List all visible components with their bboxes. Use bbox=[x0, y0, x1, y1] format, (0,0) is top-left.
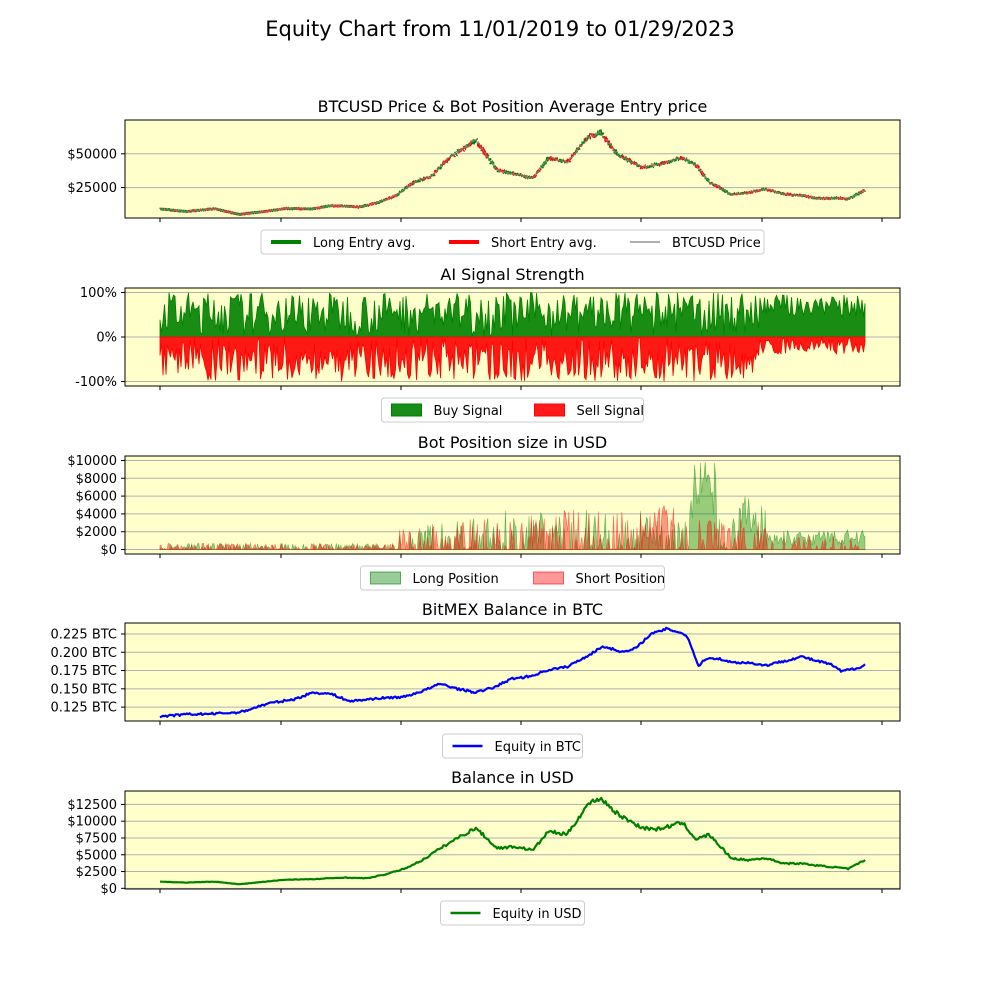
long-entry-segment bbox=[417, 179, 422, 183]
panel-0-plot-area bbox=[125, 120, 900, 218]
long-entry-segment bbox=[496, 169, 500, 173]
long-entry-segment bbox=[486, 154, 490, 158]
long-entry-segment bbox=[600, 132, 605, 136]
panel-4-plot-area bbox=[125, 791, 900, 889]
panel-3-frame bbox=[124, 622, 901, 722]
legend-label: BTCUSD Price bbox=[672, 236, 761, 251]
long-entry-segment bbox=[455, 153, 459, 157]
long-entry-segment bbox=[488, 157, 492, 162]
panel-4-ytick-label: $2500 bbox=[76, 865, 117, 880]
panel-4-ytick-label: $12500 bbox=[67, 798, 117, 813]
panel-1-ytick-label: 0% bbox=[96, 331, 117, 346]
short-entry-segment bbox=[568, 157, 572, 161]
legend-box bbox=[440, 900, 585, 926]
long-entry-segment bbox=[690, 161, 694, 165]
long-entry-segment bbox=[737, 191, 740, 195]
short-entry-segment bbox=[567, 159, 572, 163]
panel-0-frame bbox=[124, 119, 901, 219]
panel-0-title: BTCUSD Price & Bot Position Average Entr… bbox=[318, 97, 708, 116]
panel-3-plot-area bbox=[125, 623, 900, 721]
panel-4-ytick-label: $10000 bbox=[67, 815, 117, 830]
legend-swatch bbox=[534, 403, 565, 417]
short-entry-segment bbox=[551, 158, 555, 162]
figure-title: Equity Chart from 11/01/2019 to 01/29/20… bbox=[265, 17, 735, 41]
equity-btc-line bbox=[159, 626, 866, 719]
short-entry-segment bbox=[566, 158, 571, 162]
panel-3-ytick-label: 0.175 BTC bbox=[50, 664, 117, 679]
legend-swatch bbox=[391, 403, 422, 417]
legend-box bbox=[260, 229, 765, 255]
legend-label: Short Position bbox=[576, 572, 666, 587]
panel-2-ytick-label: $2000 bbox=[76, 525, 117, 540]
chart-panels: BTCUSD Price & Bot Position Average Entr… bbox=[50, 97, 901, 926]
short-entry-segment bbox=[538, 167, 542, 171]
legend-box bbox=[360, 565, 665, 591]
short-entry-segment bbox=[696, 165, 701, 169]
long-entry-segment bbox=[620, 153, 624, 158]
long-entry-segment bbox=[438, 166, 443, 170]
panel-3-legend: Equity in BTC bbox=[442, 733, 583, 759]
legend-label: Sell Signal bbox=[577, 404, 645, 419]
legend-label: Equity in USD bbox=[493, 907, 582, 922]
legend-label: Long Position bbox=[413, 572, 499, 587]
panel-4-frame bbox=[124, 790, 901, 890]
short-entry-segment bbox=[462, 148, 466, 152]
legend-label: Buy Signal bbox=[434, 404, 503, 419]
legend-swatch bbox=[533, 571, 564, 585]
panel-4-ytick-label: $0 bbox=[100, 882, 117, 897]
panel-1-ytick-label: -100% bbox=[75, 375, 117, 390]
legend-label: Equity in BTC bbox=[495, 740, 581, 755]
panel-3-ytick-label: 0.125 BTC bbox=[50, 701, 117, 716]
long-entry-segment bbox=[693, 163, 697, 167]
sell-signal-area bbox=[159, 336, 866, 382]
panel-4-ytick-label: $5000 bbox=[76, 848, 117, 863]
legend-swatch bbox=[370, 571, 401, 585]
panel-2-legend: Long Position Short Position bbox=[360, 565, 666, 591]
panel-1-ytick-label: 100% bbox=[80, 286, 117, 301]
panel-4-title: Balance in USD bbox=[451, 768, 574, 787]
panel-2-frame bbox=[124, 455, 901, 555]
short-entry-segment bbox=[511, 171, 515, 175]
short-position-area bbox=[159, 504, 866, 551]
panel-2-ytick-label: $6000 bbox=[76, 490, 117, 505]
panel-0-ytick-label: $50000 bbox=[67, 147, 117, 162]
panel-1-legend: Buy Signal Sell Signal bbox=[381, 397, 645, 423]
long-entry-segment bbox=[668, 160, 672, 165]
long-entry-segment bbox=[595, 134, 598, 138]
panel-2-ytick-label: $4000 bbox=[76, 507, 117, 522]
panel-0-legend: Long Entry avg. Short Entry avg. BTCUSD Pr… bbox=[260, 229, 765, 255]
legend-box bbox=[442, 733, 583, 759]
panel-2-ytick-label: $0 bbox=[100, 543, 117, 558]
panel-3-ytick-label: 0.150 BTC bbox=[50, 682, 117, 697]
short-entry-segment bbox=[570, 153, 575, 158]
panel-1-title: AI Signal Strength bbox=[440, 265, 584, 284]
panel-1-frame bbox=[124, 287, 901, 387]
long-entry-segment bbox=[625, 157, 629, 161]
legend-label: Short Entry avg. bbox=[491, 236, 597, 251]
panel-3-ytick-label: 0.200 BTC bbox=[50, 646, 117, 661]
panel-2-ytick-label: $10000 bbox=[67, 454, 117, 469]
equity-usd-line bbox=[159, 796, 866, 886]
long-entry-segment bbox=[579, 142, 584, 147]
short-entry-segment bbox=[495, 167, 499, 171]
panel-4-legend: Equity in USD bbox=[440, 900, 585, 926]
long-entry-segment bbox=[395, 193, 399, 197]
btcusd-price-line bbox=[159, 130, 866, 215]
panel-3-ytick-label: 0.225 BTC bbox=[50, 627, 117, 642]
legend-box bbox=[381, 397, 644, 423]
panel-2-title: Bot Position size in USD bbox=[418, 433, 607, 452]
buy-signal-area bbox=[159, 291, 866, 339]
legend-label: Long Entry avg. bbox=[313, 236, 415, 251]
panel-0-ytick-label: $25000 bbox=[67, 181, 117, 196]
panel-4-ytick-label: $7500 bbox=[76, 831, 117, 846]
panel-2-ytick-label: $8000 bbox=[76, 472, 117, 487]
panel-3-title: BitMEX Balance in BTC bbox=[422, 600, 603, 619]
short-entry-segment bbox=[453, 154, 456, 158]
long-entry-segment bbox=[396, 192, 400, 196]
